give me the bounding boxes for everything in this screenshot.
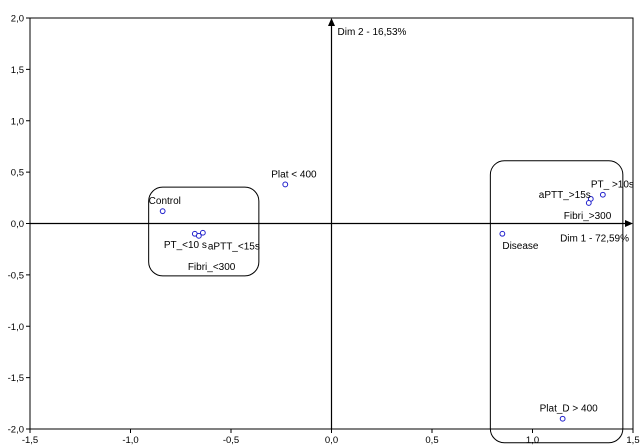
y-tick-label: 0,5 [11,168,24,179]
y-axis-title: Dim 2 - 16,53% [338,27,407,38]
point-label: aPTT_<15s [208,242,260,253]
x-axis-title: Dim 1 - 72,59% [560,234,629,245]
y-tick-label: -1,0 [8,322,24,333]
y-tick-label: 1,5 [11,65,24,76]
y-tick-label: -0,5 [8,270,24,281]
y-tick-label: 2,0 [11,14,24,25]
data-point [195,232,202,239]
data-point [159,208,166,215]
y-tick-label: -1,5 [8,373,24,384]
data-point [282,181,289,188]
y-tick-label: -2,0 [8,425,24,436]
point-label: Plat < 400 [271,169,317,180]
data-point [599,191,606,198]
point-label: PT_ >10s [591,180,634,191]
point-label: Fibri_>300 [564,211,612,222]
x-tick-label: 1,5 [626,435,639,446]
y-tick-label: 0,0 [11,219,24,230]
data-point [499,230,506,237]
disease-group-box [489,160,624,444]
x-tick-label: 0,0 [325,435,338,446]
x-tick-label: -1,0 [122,435,138,446]
point-label: Plat_D > 400 [540,404,599,415]
data-point [585,200,592,206]
dim1-arrowhead [625,220,633,227]
point-label: PT_<10 s [164,240,207,251]
point-label: Fibri_<300 [188,262,236,273]
x-tick-label: 0,5 [425,435,438,446]
data-point [559,415,566,422]
point-label: Disease [502,241,539,252]
y-tick-label: 1,0 [11,116,24,127]
data-point [199,229,206,236]
point-label: aPTT_>15s [539,190,591,201]
control-group-box [148,186,260,277]
x-tick-label: -0,5 [223,435,239,446]
point-label: Control [149,196,181,207]
dim2-arrowhead [328,18,335,26]
x-tick-label: -1,5 [22,435,38,446]
x-tick-label: 1,0 [526,435,539,446]
